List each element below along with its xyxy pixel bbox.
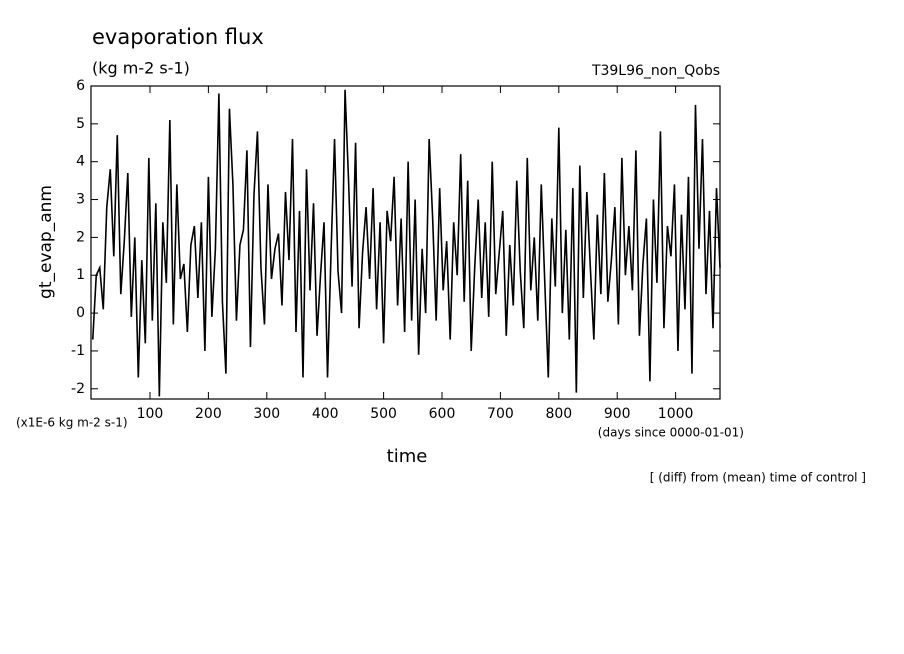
chart-title: evaporation flux bbox=[92, 25, 264, 49]
x-tick-label: 200 bbox=[195, 406, 222, 422]
x-tick-label: 800 bbox=[545, 406, 572, 422]
x-unit-label: (days since 0000-01-01) bbox=[598, 426, 744, 440]
data-line bbox=[91, 89, 721, 397]
x-tick-label: 500 bbox=[370, 406, 397, 422]
note: [ (diff) from (mean) time of control ] bbox=[650, 471, 866, 485]
y-tick-label: 5 bbox=[76, 116, 85, 132]
y-tick-label: 4 bbox=[76, 154, 85, 170]
x-tick-label: 100 bbox=[137, 406, 164, 422]
x-tick-label: 1000 bbox=[658, 406, 694, 422]
y-tick-label: 0 bbox=[76, 305, 85, 321]
y-axis-label: gt_evap_anm bbox=[36, 185, 56, 299]
y-tick-label: -1 bbox=[71, 343, 85, 359]
units: (kg m-2 s-1) bbox=[92, 59, 190, 78]
x-tick-label: 700 bbox=[487, 406, 514, 422]
x-tick-label: 600 bbox=[429, 406, 456, 422]
x-tick-label: 400 bbox=[312, 406, 339, 422]
y-unit-label: (x1E-6 kg m-2 s-1) bbox=[16, 416, 128, 430]
x-tick-label: 900 bbox=[604, 406, 631, 422]
run-label: T39L96_non_Qobs bbox=[591, 63, 720, 79]
y-tick-label: 6 bbox=[76, 78, 85, 94]
y-tick-label: 2 bbox=[76, 229, 85, 245]
y-tick-label: 1 bbox=[76, 267, 85, 283]
x-axis-label: time bbox=[387, 446, 428, 467]
x-tick-label: 300 bbox=[253, 406, 280, 422]
y-tick-label: 3 bbox=[76, 192, 85, 208]
y-tick-label: -2 bbox=[71, 381, 85, 397]
plot-frame bbox=[90, 85, 721, 400]
